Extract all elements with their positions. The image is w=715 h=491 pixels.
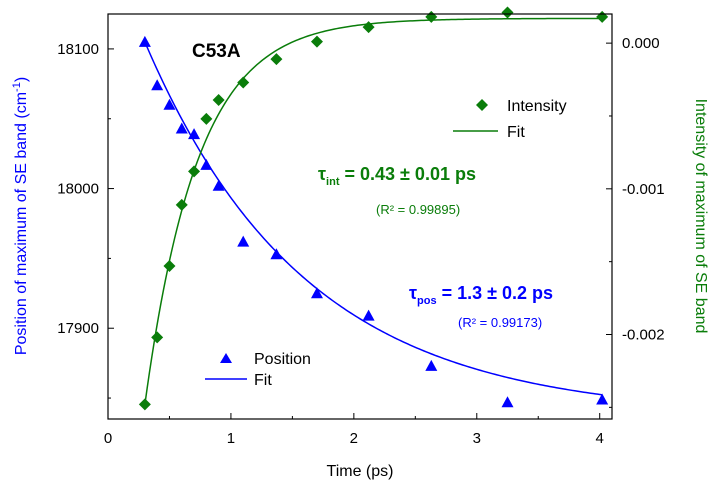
y-right-tick-label: 0.000: [622, 35, 660, 52]
position-point: [237, 235, 250, 247]
position-point: [212, 179, 225, 191]
tau-pos-r2: (R² = 0.99173): [458, 315, 542, 330]
position-point: [596, 393, 609, 405]
position-point: [175, 122, 188, 134]
y-left-tick-label: 18100: [57, 41, 99, 58]
legend-intensity-marker-icon: [476, 99, 488, 111]
legend-intensity-fit-label: Fit: [507, 124, 525, 141]
y-right-tick-label: -0.002: [622, 327, 665, 344]
intensity-point: [200, 112, 213, 125]
plot-frame: [107, 13, 613, 420]
position-point: [501, 396, 514, 408]
intensity-point: [188, 165, 201, 178]
intensity-point: [310, 35, 323, 48]
position-point: [163, 98, 176, 110]
y-right-tick-label: -0.001: [622, 181, 665, 198]
x-tick-label: 4: [596, 430, 604, 447]
tau-int-annotation: τint = 0.43 ± 0.01 ps: [318, 164, 476, 188]
position-point: [188, 128, 201, 140]
position-point: [151, 79, 164, 91]
y-axis-left-label: Position of maximum of SE band (cm-1): [11, 77, 30, 355]
legend-position-marker-icon: [220, 353, 232, 363]
x-axis-label: Time (ps): [327, 463, 394, 480]
intensity-point: [212, 93, 225, 106]
legend-position-label: Position: [254, 351, 311, 368]
tau-pos-annotation: τpos = 1.3 ± 0.2 ps: [409, 283, 553, 307]
position-point: [270, 248, 283, 260]
intensity-point: [151, 331, 164, 344]
legend-position-fit-label: Fit: [254, 372, 272, 389]
intensity-point: [362, 21, 375, 34]
chart-title: C53A: [192, 41, 241, 62]
data-markers: [138, 6, 609, 411]
x-tick-label: 3: [473, 430, 481, 447]
y-left-tick-label: 18000: [57, 181, 99, 198]
x-tick-label: 0: [104, 430, 112, 447]
position-point: [200, 158, 213, 170]
tau-int-r2: (R² = 0.99895): [376, 202, 460, 217]
axis-ticks: 0 1 2 3 4 17900 18000 18100 -0.002 -0.001 0.000: [57, 35, 664, 447]
fit-curve-intensity: [144, 17, 603, 405]
position-point: [310, 287, 323, 299]
y-left-tick-label: 17900: [57, 320, 99, 337]
intensity-point: [138, 398, 151, 411]
fit-curve-position: [144, 41, 603, 396]
intensity-point: [163, 260, 176, 273]
position-point: [362, 309, 375, 321]
legend-intensity-label: Intensity: [507, 98, 567, 115]
x-tick-label: 2: [350, 430, 358, 447]
position-point: [425, 359, 438, 371]
fit-curves: [144, 17, 603, 405]
intensity-point: [596, 10, 609, 23]
intensity-point: [237, 76, 250, 89]
x-tick-label: 1: [227, 430, 235, 447]
intensity-point: [501, 6, 514, 19]
intensity-point: [270, 53, 283, 66]
position-point: [138, 35, 151, 47]
intensity-point: [175, 198, 188, 211]
y-axis-right-label: Intensity of maximum of SE band: [692, 99, 709, 334]
intensity-point: [425, 10, 438, 23]
